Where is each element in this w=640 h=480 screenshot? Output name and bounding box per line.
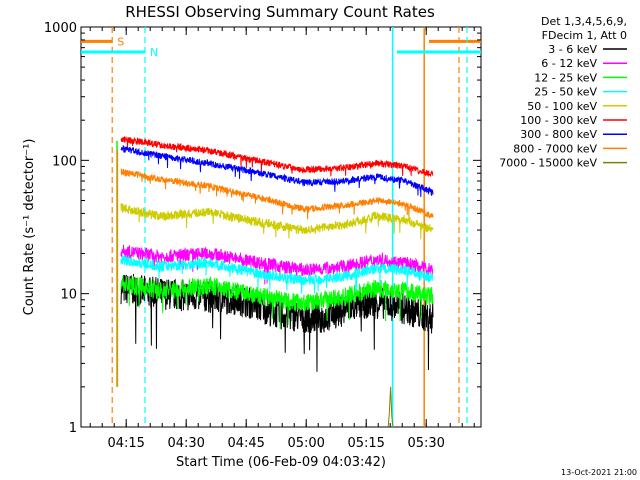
flag-label: S (117, 35, 124, 48)
legend-label: 7000 - 15000 keV (499, 157, 597, 170)
series-line (120, 144, 434, 197)
x-axis-label: Start Time (06-Feb-09 04:03:42) (176, 455, 386, 470)
legend-label: 25 - 50 keV (534, 86, 597, 99)
generation-timestamp: 13-Oct-2021 21:00 (561, 468, 637, 477)
legend-header-detectors: Det 1,3,4,5,6,9, (541, 15, 627, 28)
legend-label: 12 - 25 keV (534, 71, 597, 84)
legend-label: 50 - 100 keV (527, 100, 597, 113)
legend-label: 300 - 800 keV (520, 128, 597, 141)
series-line (120, 255, 434, 294)
y-tick-label: 1 (69, 421, 77, 436)
x-tick-label: 05:00 (287, 436, 324, 451)
legend-label: 800 - 7000 keV (513, 142, 597, 155)
x-tick-label: 04:45 (227, 436, 264, 451)
x-tick-label: 05:15 (347, 436, 384, 451)
y-tick-label: 1000 (44, 21, 77, 36)
legend-label: 6 - 12 keV (541, 57, 597, 70)
series-line (120, 168, 434, 220)
y-tick-label: 10 (60, 288, 77, 303)
legend: Det 1,3,4,5,6,9, FDecim 1, Att 0 3 - 6 k… (499, 15, 627, 170)
legend-header-decimation: FDecim 1, Att 0 (542, 29, 627, 42)
plot-frame (80, 26, 482, 428)
legend-label: 3 - 6 keV (548, 43, 597, 56)
series-line (120, 275, 434, 329)
series-line (120, 135, 434, 178)
x-tick-label: 05:30 (407, 436, 444, 451)
series-line (120, 244, 434, 285)
plot-area: S N 1 10 100 1000 04:15 04:30 04:45 05:00 05:15 05… (44, 21, 482, 451)
y-tick-label: 100 (52, 154, 77, 169)
series-line (120, 203, 434, 240)
flag-label: N (150, 46, 158, 59)
x-tick-label: 04:15 (107, 436, 144, 451)
chart-title: RHESSI Observing Summary Count Rates (125, 3, 435, 21)
y-axis-label: Count Rate (s⁻¹ detector⁻¹) (22, 139, 37, 316)
legend-label: 100 - 300 keV (520, 114, 597, 127)
x-tick-label: 04:30 (167, 436, 204, 451)
series-layer (116, 135, 434, 428)
series-line (387, 386, 394, 428)
axis-layer: 1 10 100 1000 04:15 04:30 04:45 05:00 05:15 05:30 (44, 21, 481, 451)
